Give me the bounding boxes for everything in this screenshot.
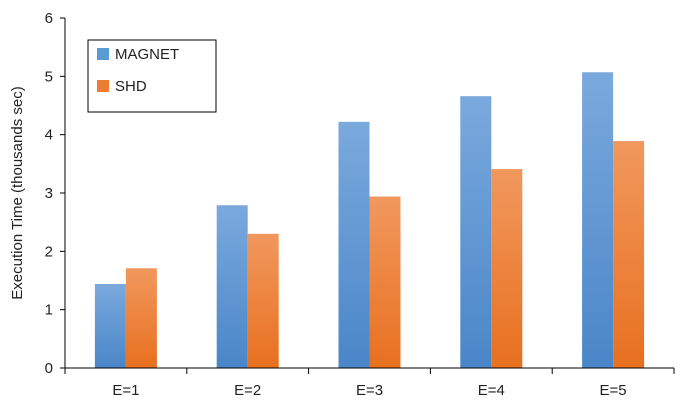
y-tick-label: 6 <box>45 10 53 27</box>
legend-swatch-magnet <box>97 48 109 60</box>
bar-shd-2 <box>247 233 279 368</box>
legend-box <box>87 39 217 113</box>
bar-shd-4 <box>491 169 523 368</box>
bars-group <box>94 72 645 369</box>
y-tick-label: 3 <box>45 185 53 202</box>
bar-shd-5 <box>613 141 645 368</box>
bar-magnet-2 <box>216 205 248 368</box>
legend-label-magnet: MAGNET <box>115 46 179 63</box>
legend-swatch-shd <box>97 80 109 92</box>
bar-magnet-4 <box>460 96 492 369</box>
x-tick-label: E=4 <box>478 382 505 399</box>
x-tick-label: E=2 <box>234 382 261 399</box>
x-tick-label: E=3 <box>356 382 383 399</box>
x-tick-label: E=5 <box>600 382 627 399</box>
y-tick-label: 1 <box>45 302 53 319</box>
bar-shd-1 <box>125 268 157 368</box>
bar-magnet-3 <box>338 121 370 368</box>
y-tick-label: 4 <box>45 127 53 144</box>
y-axis-title: Execution Time (thousands sec) <box>9 86 26 299</box>
y-tick-label: 5 <box>45 68 53 85</box>
bar-magnet-1 <box>94 284 126 368</box>
y-tick-label: 2 <box>45 243 53 260</box>
bar-magnet-5 <box>582 72 614 368</box>
y-axis-title-group: Execution Time (thousands sec) <box>9 86 26 299</box>
bar-shd-3 <box>369 196 401 368</box>
legend: MAGNET SHD <box>87 39 217 113</box>
x-tick-label: E=1 <box>112 382 139 399</box>
legend-label-shd: SHD <box>115 78 147 95</box>
axes-group: 0 1 2 3 4 5 6 E=1 E=2 E=3 E=4 E=5 <box>45 10 675 399</box>
y-tick-label: 0 <box>45 360 53 377</box>
